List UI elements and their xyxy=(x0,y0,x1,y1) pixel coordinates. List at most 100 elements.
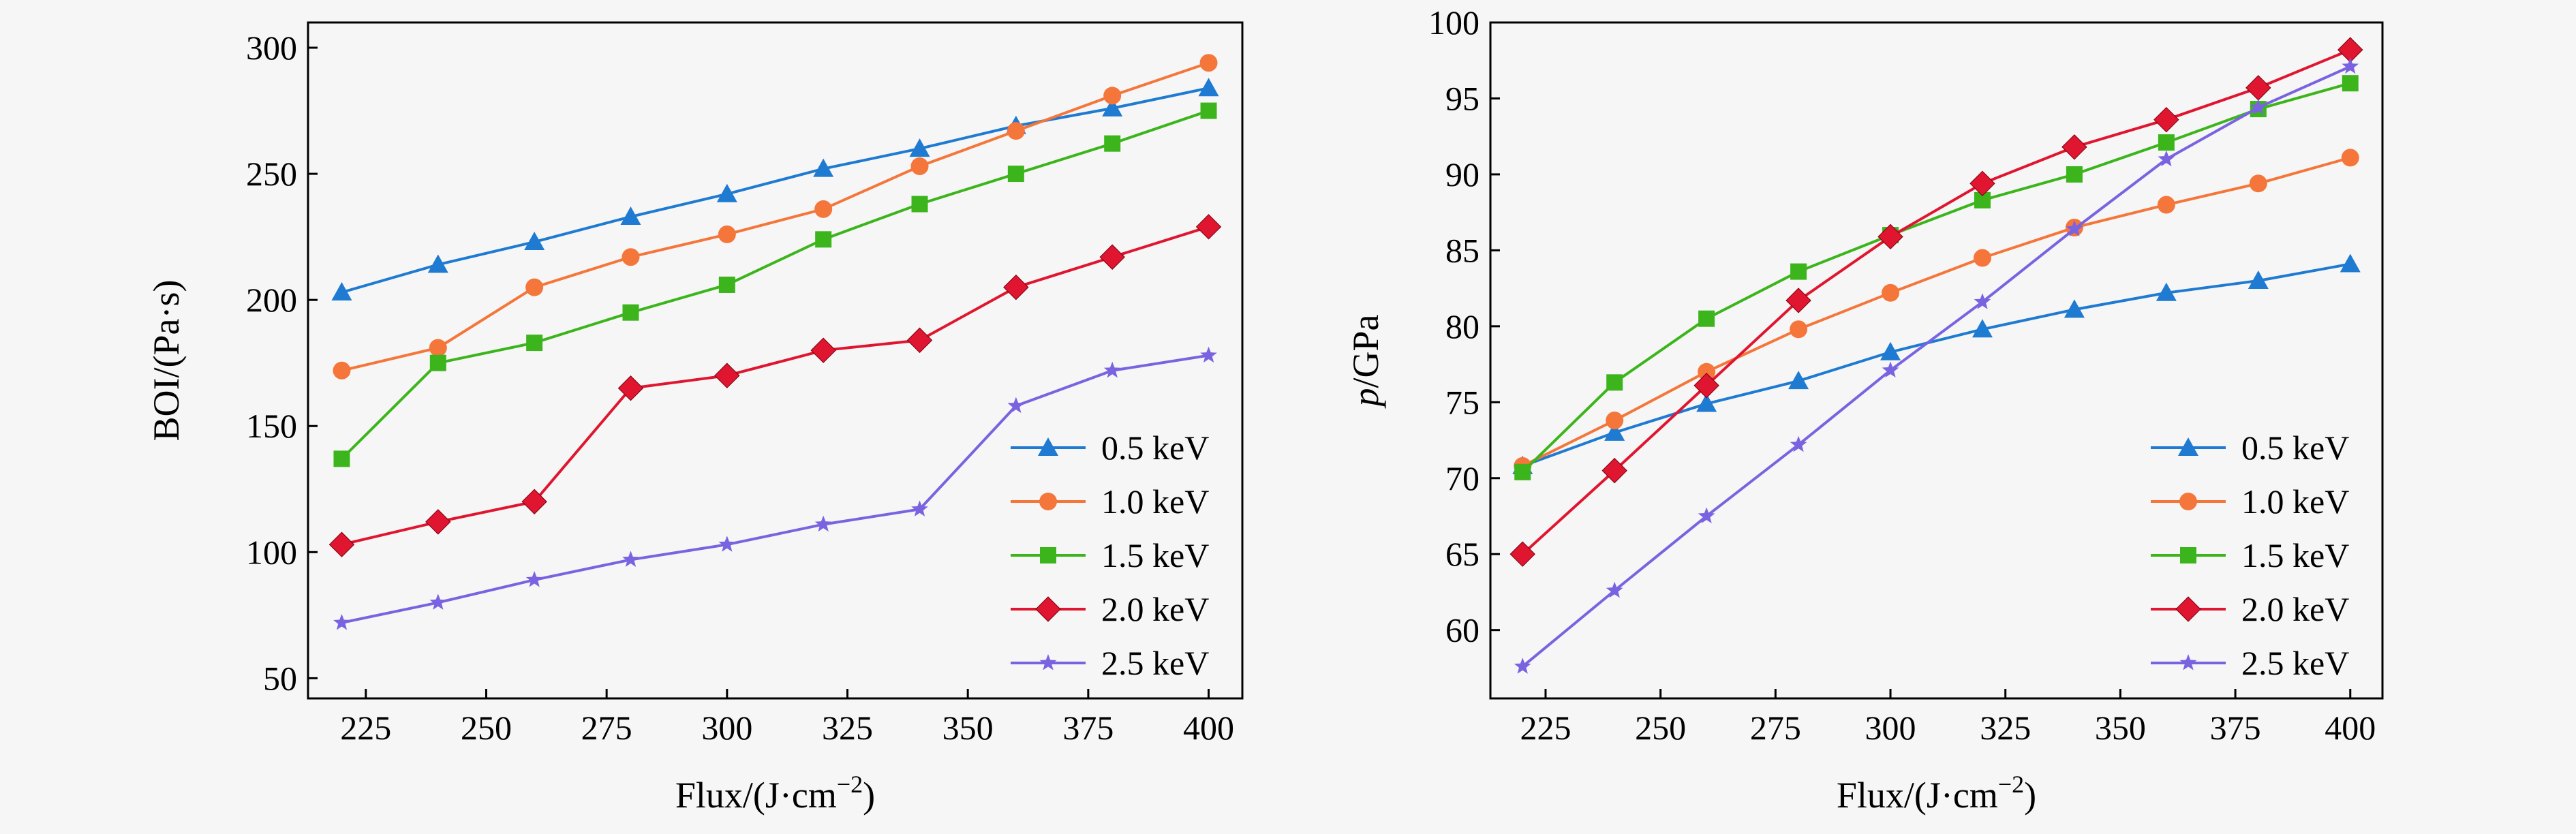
legend-label: 1.0 keV xyxy=(1101,482,1209,521)
y-axis-label: p/GPa xyxy=(1345,314,1386,409)
y-tick-label: 250 xyxy=(246,155,297,193)
data-point xyxy=(521,489,547,514)
data-point xyxy=(617,375,644,401)
data-point xyxy=(906,327,933,354)
chart-left-boi: 225 250 275 300 325 350 375 400 50 100 150 200 250 30… xyxy=(146,21,1244,816)
legend-label: 2.5 keV xyxy=(1101,644,1209,682)
data-point xyxy=(718,536,736,552)
data-point xyxy=(1195,214,1222,240)
data-point xyxy=(2066,166,2083,183)
data-point xyxy=(2064,299,2085,318)
series-line xyxy=(341,225,1210,546)
data-point xyxy=(714,362,740,388)
y-tick-label: 90 xyxy=(1445,155,1479,194)
legend-label: 2.0 keV xyxy=(2241,590,2349,628)
legend-marker xyxy=(2175,596,2201,622)
data-point xyxy=(427,254,448,273)
data-point xyxy=(1604,422,1625,441)
data-point xyxy=(524,232,545,251)
data-point xyxy=(2153,106,2179,133)
data-point xyxy=(429,354,446,371)
legend: 0.5 keV 1.0 keV 1.5 keV 2.0 keV 2.5 keV xyxy=(1011,429,1209,682)
series-1-5-kev xyxy=(1514,75,2359,480)
data-point xyxy=(910,157,929,175)
y-tick-label: 50 xyxy=(263,659,297,697)
data-point xyxy=(622,551,639,567)
x-tick-label: 275 xyxy=(1750,709,1801,747)
legend-item-1-0-kev: 1.0 keV xyxy=(1011,482,1209,521)
data-point xyxy=(1788,371,1809,390)
y-tick-label: 150 xyxy=(246,407,297,445)
data-point xyxy=(1882,361,1899,378)
chart-right-pressure: 225 250 275 300 325 350 375 400 60 65 70 75 80 85 90 95… xyxy=(1345,3,2384,816)
data-point xyxy=(814,200,833,218)
y-tick-label: 85 xyxy=(1445,231,1479,269)
data-point xyxy=(622,248,640,266)
data-point xyxy=(526,335,543,352)
series-2-0-kev xyxy=(1509,37,2363,567)
series-1-5-kev xyxy=(333,102,1217,467)
data-point xyxy=(814,515,832,532)
legend-item-2-0-kev: 2.0 keV xyxy=(2151,590,2349,628)
legend-item-2-5-kev: 2.5 keV xyxy=(2151,644,2349,682)
data-point xyxy=(1877,223,1903,250)
x-tick-label: 400 xyxy=(2325,709,2376,747)
series-line xyxy=(341,87,1209,294)
x-tick-label: 250 xyxy=(461,709,512,747)
data-point xyxy=(2158,134,2175,151)
data-point xyxy=(2340,253,2361,273)
legend-marker xyxy=(1040,547,1056,563)
x-axis-label: Flux/(J·cm−2) xyxy=(675,771,875,816)
data-point xyxy=(718,225,736,243)
legend-item-1-0-kev: 1.0 keV xyxy=(2151,482,2349,521)
data-point xyxy=(1790,435,1807,452)
series-line xyxy=(1521,82,2351,474)
legend-label: 1.5 keV xyxy=(2241,536,2349,574)
data-point xyxy=(1003,274,1029,300)
y-tick-label: 65 xyxy=(1445,535,1479,573)
y-tick-label: 200 xyxy=(246,281,297,319)
data-point xyxy=(1103,87,1122,105)
y-tick-label: 95 xyxy=(1445,79,1479,117)
y-tick-label: 70 xyxy=(1445,459,1479,497)
data-point xyxy=(1103,361,1121,378)
data-point xyxy=(2157,196,2175,214)
legend-marker xyxy=(2179,654,2197,670)
x-tick-label: 225 xyxy=(340,709,391,747)
data-point xyxy=(1974,293,1991,309)
data-point xyxy=(1099,244,1125,270)
data-point xyxy=(716,183,737,202)
data-point xyxy=(1601,457,1627,484)
data-point xyxy=(622,304,639,321)
x-tick-label: 325 xyxy=(1980,709,2031,747)
legend-label: 1.0 keV xyxy=(2241,482,2349,521)
x-tick-label: 300 xyxy=(701,709,752,747)
y-axis-label: BOI/(Pa·s) xyxy=(146,280,187,442)
x-tick-label: 375 xyxy=(1062,709,1114,747)
x-tick-label: 350 xyxy=(942,709,994,747)
x-tick-label: 350 xyxy=(2095,709,2146,747)
plot-area xyxy=(1489,21,2384,700)
data-point xyxy=(1882,283,1900,302)
x-tick-label: 375 xyxy=(2210,709,2261,747)
y-tick-label: 80 xyxy=(1445,307,1479,345)
series-line xyxy=(341,354,1209,624)
series-line xyxy=(341,109,1210,460)
data-point xyxy=(429,593,447,610)
data-point xyxy=(1007,397,1025,414)
data-point xyxy=(525,278,544,296)
data-point xyxy=(1198,78,1219,97)
legend-label: 2.5 keV xyxy=(2241,644,2349,682)
x-tick-label: 250 xyxy=(1635,709,1686,747)
legend-marker xyxy=(1035,596,1061,622)
x-axis-label: Flux/(J·cm−2) xyxy=(1837,771,2036,816)
data-point xyxy=(911,500,928,516)
data-point xyxy=(1104,135,1121,152)
series-line xyxy=(1521,65,2351,668)
series-line xyxy=(1522,262,2351,467)
legend-marker xyxy=(2178,437,2198,456)
legend-marker xyxy=(2180,547,2196,563)
data-point xyxy=(429,339,447,357)
legend-label: 0.5 keV xyxy=(1101,429,1209,467)
